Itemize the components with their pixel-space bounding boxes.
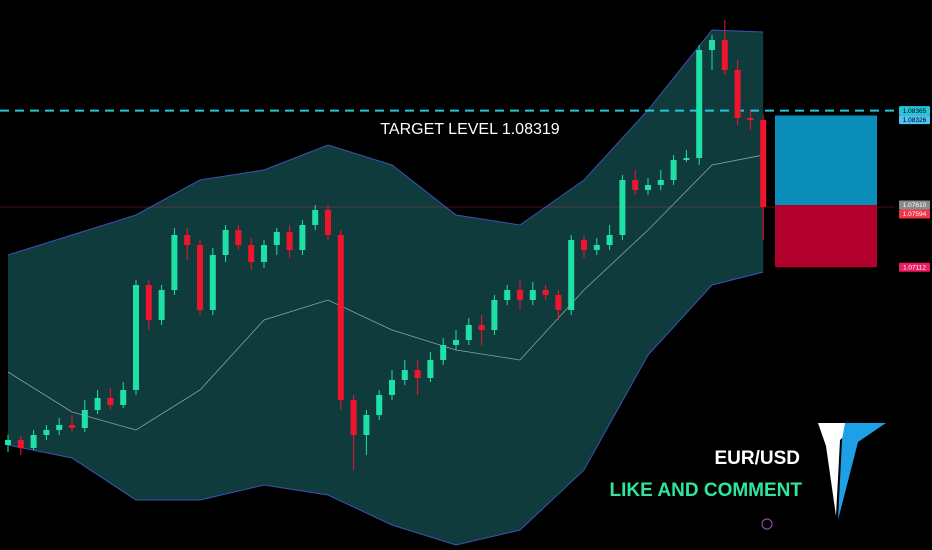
candle-body xyxy=(56,425,63,430)
candle-body xyxy=(683,158,690,160)
candle-body xyxy=(645,185,651,190)
candle-body xyxy=(235,230,242,245)
candle-body xyxy=(670,160,677,180)
candle-body xyxy=(401,370,408,380)
call-to-action: LIKE AND COMMENT xyxy=(610,480,803,501)
candle-body xyxy=(325,210,331,235)
candle-body xyxy=(171,235,178,290)
band-middle xyxy=(7,154,764,431)
band-lower xyxy=(7,271,764,546)
candle-body xyxy=(363,415,370,435)
band-fill xyxy=(8,30,764,545)
price-label-box xyxy=(899,200,930,210)
candle-body xyxy=(721,40,728,70)
candle-body xyxy=(696,50,703,158)
annotation: TARGET LEVEL 1.08319 xyxy=(380,121,559,138)
candle-body xyxy=(568,240,575,310)
candle-body xyxy=(414,370,421,378)
candle-body xyxy=(209,255,216,310)
candle-body xyxy=(120,390,127,405)
candle-body xyxy=(593,245,600,250)
candle-body xyxy=(427,360,434,378)
candle-body xyxy=(5,440,11,445)
candle-body xyxy=(453,340,459,345)
candle-body xyxy=(69,425,75,428)
candle-body xyxy=(517,290,523,300)
candle-body xyxy=(350,400,357,435)
candle-body xyxy=(30,435,37,448)
price-label: 1.07610 xyxy=(903,202,927,209)
price-label-box xyxy=(899,115,930,125)
candle-body xyxy=(709,40,715,50)
price-label: 1.08326 xyxy=(903,117,927,124)
candle-body xyxy=(248,245,255,262)
candle-body xyxy=(542,290,549,295)
candle-body xyxy=(337,235,344,400)
candle-body xyxy=(184,235,191,245)
price-label-box xyxy=(899,209,930,219)
candle-body xyxy=(760,120,767,207)
price-label: 1.07112 xyxy=(903,264,926,271)
candle-body xyxy=(389,380,395,395)
candle-body xyxy=(17,440,24,448)
candle-body xyxy=(632,180,639,190)
candle-body xyxy=(273,232,280,245)
candle-body xyxy=(299,225,306,250)
price-label-box xyxy=(899,262,930,272)
candle-body xyxy=(81,410,88,428)
candle-body xyxy=(555,295,562,310)
candle-body xyxy=(619,180,626,235)
candle-body xyxy=(747,118,754,120)
logo-right xyxy=(838,423,886,520)
candle-body xyxy=(465,325,472,340)
candle-body xyxy=(94,398,101,410)
candle-body xyxy=(657,180,664,185)
candle-body xyxy=(197,245,203,310)
candle-body xyxy=(478,325,485,330)
icon xyxy=(761,518,773,530)
candle-body xyxy=(286,232,293,250)
price-label-box xyxy=(899,106,930,116)
loss-zone xyxy=(775,205,877,268)
logo-left xyxy=(818,423,858,516)
candle-body xyxy=(133,285,139,390)
profit-zone xyxy=(775,115,877,205)
candle-body xyxy=(158,290,165,320)
candle-body xyxy=(529,290,536,300)
candle-body xyxy=(581,240,587,250)
candle-body xyxy=(440,345,447,360)
price-label: 1.07594 xyxy=(903,211,927,218)
candle-body xyxy=(43,430,50,435)
plot: 1.08365 1.08326 1.07610 1.07594 1.07112 xyxy=(0,20,930,546)
candle-body xyxy=(145,285,152,320)
price-label: 1.08365 xyxy=(903,108,927,115)
candle-body xyxy=(491,300,498,330)
candle-body xyxy=(312,210,319,225)
candle-body xyxy=(606,235,613,245)
candle-body xyxy=(222,230,229,255)
candle-body xyxy=(261,245,267,262)
candle-body xyxy=(376,395,383,415)
candle-body xyxy=(107,398,114,405)
symbol: EUR/USD xyxy=(714,448,800,469)
logo xyxy=(818,423,886,520)
candle-body xyxy=(504,290,511,300)
candle-body xyxy=(734,70,741,118)
